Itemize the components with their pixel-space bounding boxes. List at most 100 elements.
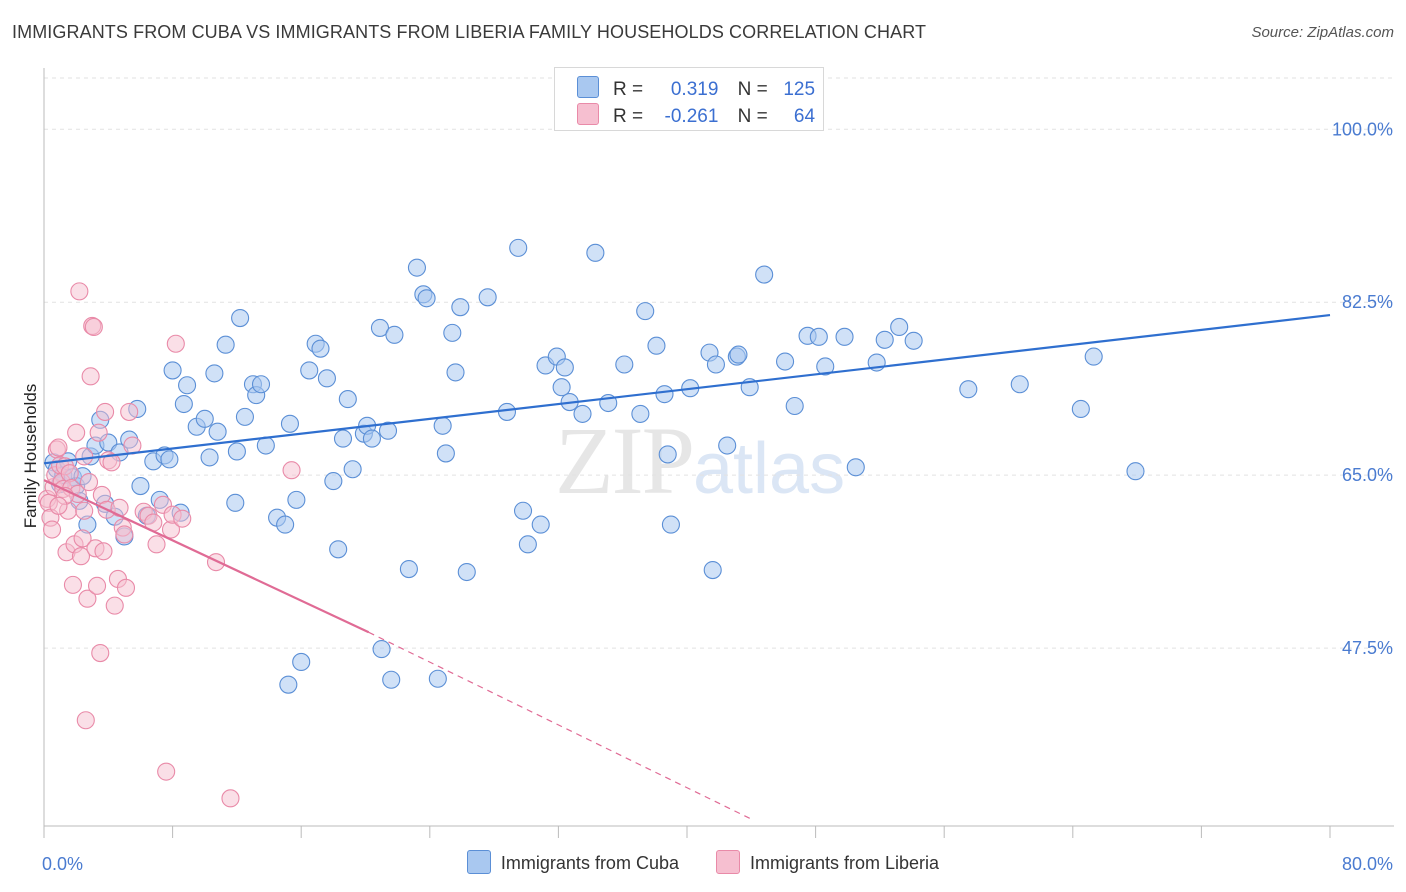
cuba-point bbox=[904, 331, 923, 350]
legend-n-value-cuba: 125 bbox=[783, 79, 816, 100]
cuba-point bbox=[317, 369, 336, 388]
legend-n-label: N = bbox=[737, 79, 768, 100]
cuba-point bbox=[703, 560, 722, 580]
cuba-point bbox=[131, 476, 150, 496]
legend-swatch-liberia bbox=[716, 850, 740, 874]
cuba-point bbox=[407, 258, 426, 277]
liberia-point bbox=[282, 461, 301, 480]
cuba-point bbox=[370, 318, 390, 337]
cuba-point bbox=[280, 414, 299, 433]
liberia-point bbox=[75, 447, 94, 466]
chart-title: IMMIGRANTS FROM CUBA VS IMMIGRANTS FROM … bbox=[12, 22, 927, 42]
liberia-point bbox=[87, 576, 107, 595]
cuba-point bbox=[385, 325, 404, 344]
legend-item-liberia[interactable]: Immigrants from Liberia bbox=[716, 850, 939, 874]
cuba-point bbox=[509, 238, 528, 257]
cuba-point bbox=[457, 562, 476, 582]
legend-item-cuba[interactable]: Immigrants from Cuba bbox=[466, 850, 679, 874]
cuba-point bbox=[205, 364, 224, 383]
cuba-point bbox=[300, 361, 319, 380]
liberia-point bbox=[89, 423, 108, 442]
cuba-point bbox=[378, 421, 398, 440]
legend-r-label: R = bbox=[613, 106, 644, 127]
cuba-point bbox=[573, 404, 592, 423]
cuba-point bbox=[446, 363, 465, 382]
x-tick-label: 80.0% bbox=[1342, 854, 1393, 874]
cuba-point bbox=[216, 335, 235, 354]
legend-label-cuba: Immigrants from Cuba bbox=[500, 853, 679, 873]
liberia-point bbox=[84, 317, 103, 336]
cuba-point bbox=[809, 327, 828, 346]
cuba-point bbox=[1071, 399, 1090, 419]
cuba-point bbox=[417, 289, 436, 308]
cuba-point bbox=[251, 375, 271, 394]
cuba-point bbox=[200, 448, 219, 467]
liberia-point bbox=[79, 473, 99, 492]
cuba-point bbox=[552, 378, 571, 397]
cuba-point bbox=[333, 429, 353, 448]
cuba-point bbox=[706, 355, 725, 374]
cuba-point bbox=[478, 288, 497, 307]
y-tick-label: 82.5% bbox=[1342, 292, 1393, 312]
legend-r-label: R = bbox=[613, 79, 644, 100]
cuba-point bbox=[372, 640, 391, 659]
source-label: Source: ZipAtlas.com bbox=[1251, 24, 1394, 41]
cuba-point bbox=[436, 444, 455, 463]
y-axis-title: Family Households bbox=[21, 384, 40, 529]
cuba-point bbox=[631, 404, 650, 423]
y-tick-label: 100.0% bbox=[1332, 119, 1393, 139]
x-tick-label: 0.0% bbox=[42, 854, 83, 874]
legend-swatch-cuba bbox=[466, 850, 491, 874]
correlation-legend: R = 0.319 N = 125 R = -0.261 N = 64 bbox=[554, 67, 824, 131]
cuba-point bbox=[343, 460, 362, 479]
cuba-point bbox=[1126, 462, 1145, 481]
cuba-point bbox=[226, 493, 245, 512]
liberia-point bbox=[105, 596, 124, 615]
cuba-point bbox=[208, 422, 227, 441]
cuba-point bbox=[195, 409, 214, 428]
liberia-point bbox=[173, 509, 192, 528]
liberia-point bbox=[96, 402, 115, 421]
cuba-point bbox=[890, 317, 909, 336]
cuba-point bbox=[256, 436, 275, 455]
cuba-point bbox=[729, 345, 748, 364]
cuba-point bbox=[718, 436, 737, 455]
cuba-point bbox=[279, 675, 298, 694]
cuba-point bbox=[428, 669, 447, 688]
trend-lines bbox=[43, 313, 1331, 820]
cuba-point bbox=[658, 445, 677, 464]
cuba-point bbox=[399, 560, 418, 579]
cuba-point bbox=[785, 396, 804, 416]
tick-labels: 47.5% 65.0% 82.5% 100.0% 0.0% 80.0% bbox=[42, 119, 1393, 874]
liberia-point bbox=[75, 501, 94, 520]
cuba-point bbox=[160, 450, 179, 469]
series-legend: Immigrants from Cuba Immigrants from Lib… bbox=[0, 850, 1406, 874]
liberia-point bbox=[67, 423, 86, 442]
liberia-point bbox=[73, 529, 92, 548]
trend-line-cuba bbox=[43, 313, 1331, 465]
liberia-point bbox=[115, 525, 134, 544]
liberia-point bbox=[94, 542, 113, 561]
liberia-point bbox=[120, 402, 139, 421]
liberia-point bbox=[49, 496, 68, 515]
cuba-point bbox=[497, 402, 517, 421]
cuba-point bbox=[1010, 375, 1029, 394]
cuba-point bbox=[174, 394, 193, 414]
liberia-point bbox=[91, 644, 110, 663]
cuba-point bbox=[324, 472, 343, 491]
legend-row-liberia: R = -0.261 N = 64 bbox=[577, 103, 815, 127]
cuba-point bbox=[382, 670, 401, 689]
cuba-point bbox=[163, 361, 182, 380]
cuba-point bbox=[615, 355, 634, 374]
watermark: ZIPatlas bbox=[555, 405, 845, 516]
cuba-point bbox=[451, 298, 470, 317]
y-tick-label: 65.0% bbox=[1342, 465, 1393, 485]
cuba-point bbox=[178, 376, 197, 395]
cuba-point bbox=[531, 515, 550, 534]
cuba-point bbox=[433, 416, 452, 435]
axes bbox=[43, 68, 1394, 838]
legend-n-label: N = bbox=[737, 106, 768, 127]
cuba-point bbox=[636, 302, 655, 321]
legend-swatch-cuba bbox=[577, 76, 599, 98]
liberia-point bbox=[71, 547, 91, 566]
